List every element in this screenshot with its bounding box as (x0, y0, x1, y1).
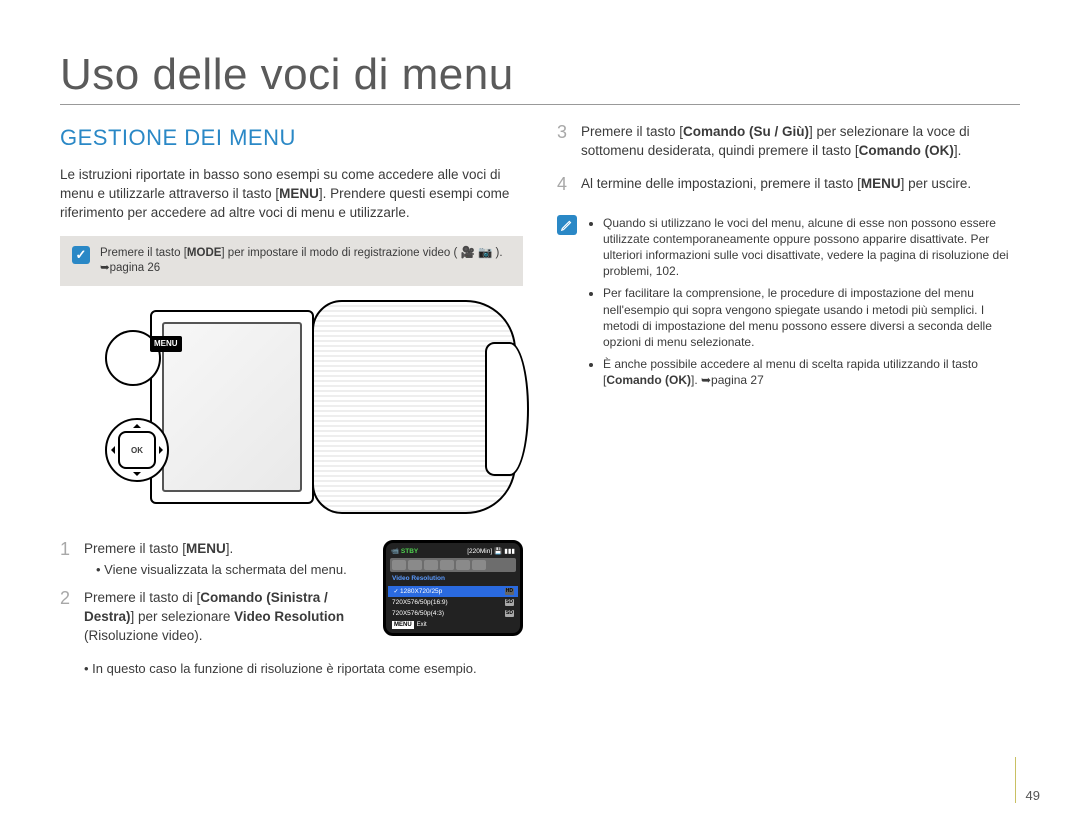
sd-badge: SD (505, 610, 514, 617)
step-2-sub: In questo caso la funzione di risoluzion… (84, 660, 523, 678)
ok-navigation-dial: OK (105, 418, 169, 482)
left-column: GESTIONE DEI MENU Le istruzioni riportat… (60, 123, 523, 678)
right-column: 3 Premere il tasto [Comando (Su / Giù)] … (557, 123, 1020, 678)
tip-item: Per facilitare la comprensione, le proce… (603, 285, 1020, 350)
card-icon: 💾 (494, 547, 502, 556)
menu-row: 720X576/50p(16:9) SD (388, 597, 518, 608)
hd-badge: HD (505, 588, 514, 595)
menu-tab (392, 560, 406, 570)
manual-page: Uso delle voci di menu GESTIONE DEI MENU… (0, 0, 1080, 708)
ok-button: OK (118, 431, 156, 469)
tip-item: Quando si utilizzano le voci del menu, a… (603, 215, 1020, 280)
right-arrow-icon (159, 446, 167, 454)
menu-tab (472, 560, 486, 570)
step-3: 3 Premere il tasto [Comando (Su / Giù)] … (557, 123, 1020, 161)
menu-tab (408, 560, 422, 570)
menu-tab (440, 560, 454, 570)
menu-tab (456, 560, 470, 570)
time-remaining: [220Min] (467, 547, 492, 556)
intro-paragraph: Le istruzioni riportate in basso sono es… (60, 166, 523, 223)
step-number: 1 (60, 540, 74, 579)
pencil-note-icon (557, 215, 577, 235)
left-arrow-icon (107, 446, 115, 454)
step-1-sub: Viene visualizzata la schermata del menu… (96, 561, 365, 579)
check-icon: ✓ (392, 588, 400, 596)
page-title: Uso delle voci di menu (60, 50, 1020, 105)
menu-screenshot: 📹 STBY [220Min] 💾 ▮▮▮ (383, 540, 523, 636)
menu-button-label: MENU (150, 336, 182, 351)
down-arrow-icon (133, 472, 141, 480)
steps-with-mini-screen: 1 Premere il tasto [MENU]. Viene visuali… (60, 540, 523, 656)
step-2: 2 Premere il tasto di [Comando (Sinistra… (60, 589, 365, 646)
check-icon (72, 246, 90, 264)
tip-item: È anche possibile accedere al menu di sc… (603, 356, 1020, 388)
tips-box: Quando si utilizzano le voci del menu, a… (557, 215, 1020, 395)
step-1: 1 Premere il tasto [MENU]. Viene visuali… (60, 540, 365, 579)
mode-note-box: Premere il tasto [MODE] per impostare il… (60, 236, 523, 286)
menu-tab (424, 560, 438, 570)
step-number: 3 (557, 123, 571, 161)
page-number: 49 (1015, 757, 1040, 803)
step-4: 4 Al termine delle impostazioni, premere… (557, 175, 1020, 195)
menu-tabs (390, 558, 516, 572)
menu-row-selected: ✓1280X720/25p HD (388, 586, 518, 597)
camera-lens (485, 342, 529, 476)
step-number: 4 (557, 175, 571, 195)
camera-body (312, 300, 516, 514)
tips-list: Quando si utilizzano le voci del menu, a… (587, 215, 1020, 395)
menu-exit-hint: MENU Exit (388, 619, 518, 631)
sd-badge: SD (505, 599, 514, 606)
rec-mode-icon: 📹 STBY (391, 547, 418, 556)
up-arrow-icon (133, 420, 141, 428)
step-number: 2 (60, 589, 74, 646)
note-text: Premere il tasto [MODE] per impostare il… (100, 246, 511, 276)
battery-icon: ▮▮▮ (504, 547, 515, 556)
two-column-layout: GESTIONE DEI MENU Le istruzioni riportat… (60, 123, 1020, 678)
menu-title: Video Resolution (388, 572, 518, 585)
menu-row: 720X576/50p(4:3) SD (388, 608, 518, 619)
camera-illustration: MENU OK (80, 300, 523, 520)
section-heading: GESTIONE DEI MENU (60, 123, 523, 154)
